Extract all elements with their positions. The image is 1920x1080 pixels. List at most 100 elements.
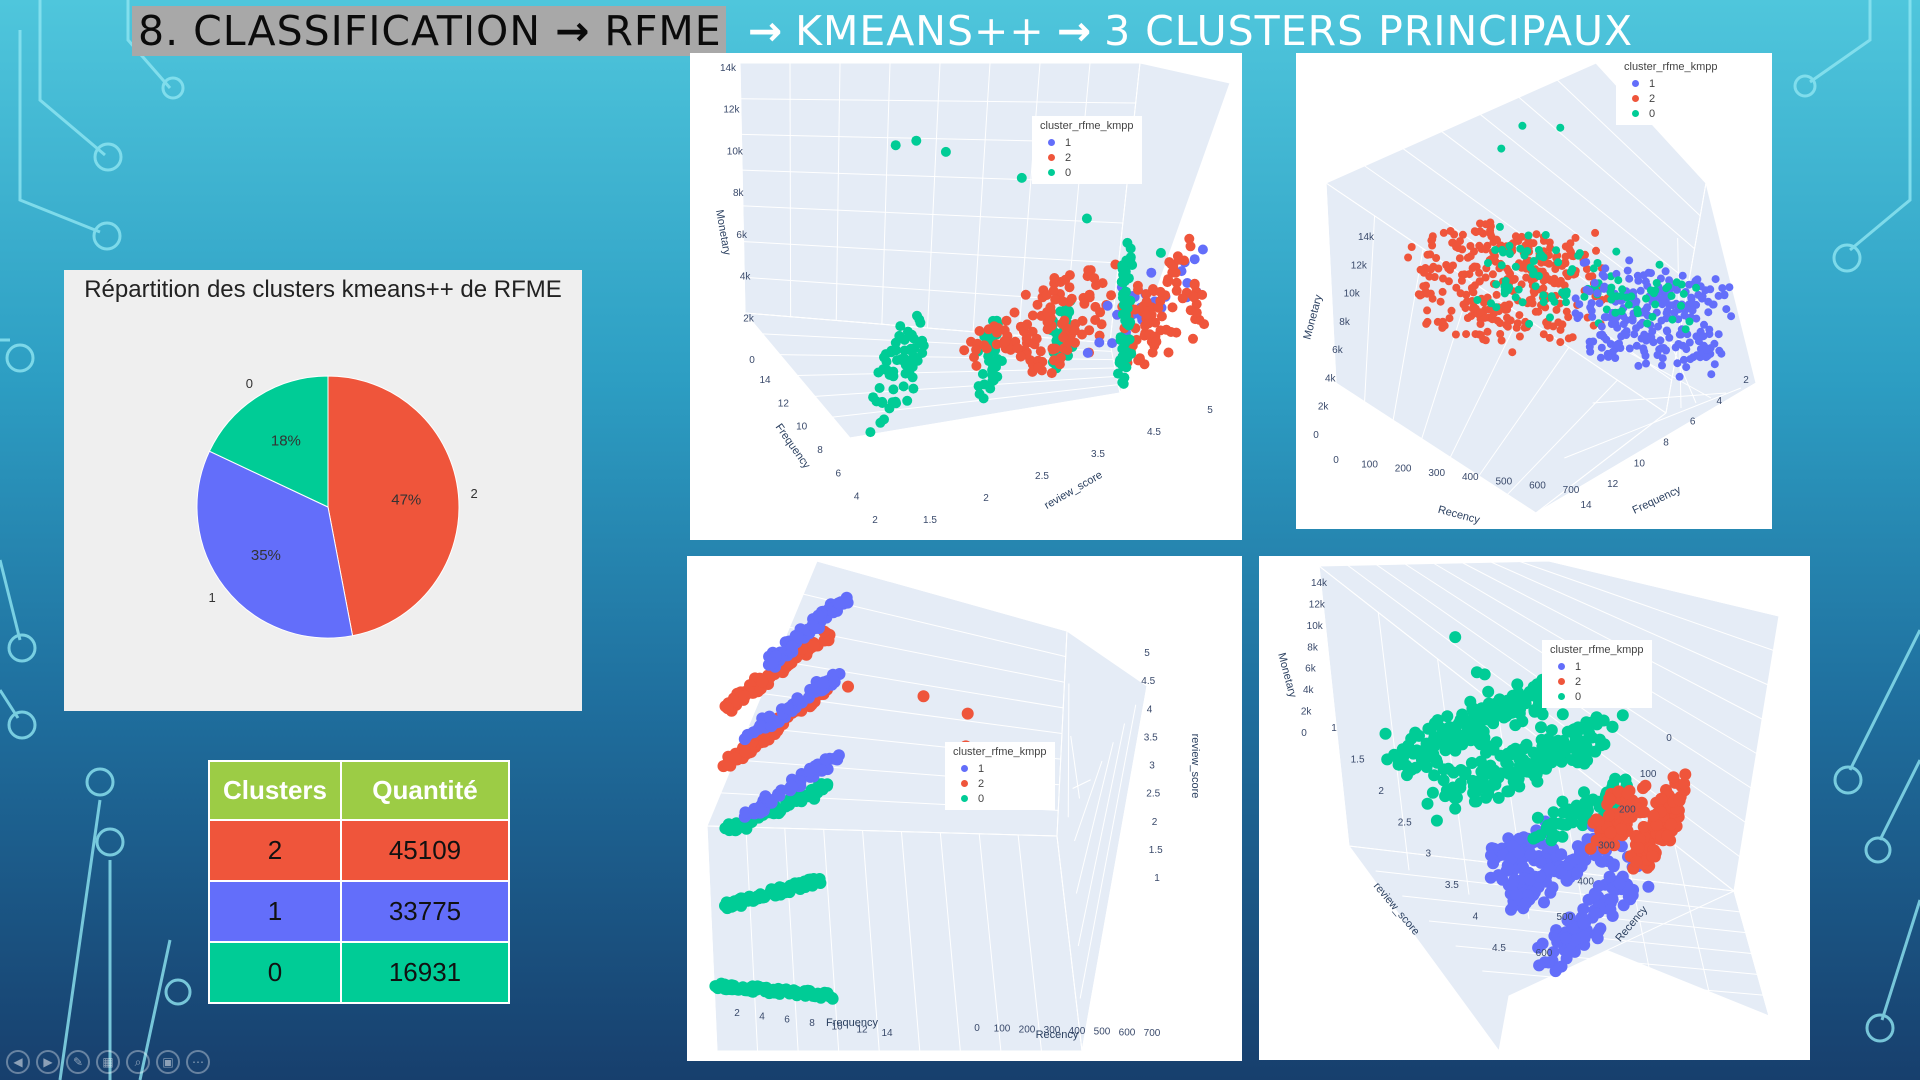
data-point bbox=[1611, 308, 1620, 317]
data-point bbox=[1557, 806, 1570, 819]
data-point bbox=[1445, 314, 1454, 323]
data-point bbox=[766, 657, 779, 669]
data-point bbox=[1497, 261, 1506, 270]
data-point bbox=[1709, 300, 1718, 309]
data-point bbox=[1510, 889, 1523, 901]
gridline bbox=[1377, 612, 1410, 871]
data-point bbox=[1032, 299, 1043, 310]
legend[interactable]: cluster_rfme_kmpp 1 2 0 bbox=[1616, 57, 1726, 125]
data-point bbox=[1516, 244, 1525, 253]
data-point bbox=[1649, 289, 1658, 298]
data-point bbox=[1673, 794, 1686, 807]
data-point bbox=[1470, 227, 1479, 236]
arrow-icon: → bbox=[555, 7, 591, 55]
data-point bbox=[1583, 729, 1596, 742]
zoom-icon[interactable]: ⌕ bbox=[126, 1050, 150, 1074]
gridline bbox=[1535, 412, 1667, 514]
data-point bbox=[1518, 121, 1527, 130]
data-point bbox=[1484, 259, 1492, 267]
legend-item[interactable]: 0 bbox=[1040, 165, 1134, 180]
next-icon[interactable]: ▶ bbox=[36, 1050, 60, 1074]
previous-icon[interactable]: ◀ bbox=[6, 1050, 30, 1074]
legend-item[interactable]: 1 bbox=[953, 761, 1047, 776]
gridline bbox=[744, 312, 1111, 344]
data-point bbox=[1473, 296, 1482, 304]
legend-item[interactable]: 0 bbox=[1550, 689, 1644, 704]
legend-item[interactable]: 1 bbox=[1040, 135, 1134, 150]
data-point bbox=[1446, 227, 1455, 235]
legend-item[interactable]: 2 bbox=[1624, 91, 1718, 106]
scatter3d-recency-frequency-monetary[interactable]: 0 100 200 300 400 500 600 700 Recency 14 12 10 8 6 4 2 F… bbox=[1296, 53, 1772, 529]
scatter3d-review-frequency-monetary[interactable]: 1.5 2 2.5 3.5 4.5 5 review_score 2 4 6 8 10 12 14 Freq… bbox=[690, 53, 1242, 540]
data-point bbox=[1611, 354, 1620, 362]
data-point bbox=[1588, 312, 1597, 321]
legend-item[interactable]: 0 bbox=[953, 791, 1047, 806]
gridline bbox=[832, 384, 1119, 418]
data-point bbox=[1688, 306, 1697, 315]
data-point bbox=[1592, 880, 1605, 892]
data-point bbox=[908, 383, 919, 394]
data-point bbox=[1481, 273, 1490, 282]
grid-icon[interactable]: ▦ bbox=[96, 1050, 120, 1074]
tick-label: 100 bbox=[1361, 459, 1378, 470]
data-point bbox=[1555, 755, 1568, 768]
data-point bbox=[1534, 870, 1547, 883]
video-icon[interactable]: ▣ bbox=[156, 1050, 180, 1074]
gridline bbox=[1592, 392, 1727, 404]
data-point bbox=[1592, 815, 1605, 827]
data-point bbox=[1544, 886, 1557, 899]
data-point bbox=[1095, 307, 1106, 318]
data-point bbox=[781, 702, 794, 715]
tick-label: 300 bbox=[1044, 1025, 1061, 1036]
data-point bbox=[1185, 241, 1196, 252]
legend-item[interactable]: 2 bbox=[1040, 150, 1134, 165]
data-point bbox=[1515, 332, 1524, 341]
legend-item[interactable]: 0 bbox=[1624, 106, 1718, 121]
scatter3d-frequency-recency-review[interactable]: 2 4 6 8 10 12 14 Frequency 0 100 200 300 400 500 600 70… bbox=[687, 556, 1242, 1061]
data-point bbox=[1407, 243, 1416, 251]
data-point bbox=[888, 384, 899, 395]
legend-item[interactable]: 2 bbox=[953, 776, 1047, 791]
tick-label: 2.5 bbox=[1398, 817, 1412, 828]
legend[interactable]: cluster_rfme_kmpp 1 2 0 bbox=[945, 742, 1055, 810]
data-point bbox=[1673, 359, 1682, 368]
legend-label: 1 bbox=[1065, 136, 1072, 149]
data-point bbox=[1532, 230, 1541, 239]
data-point bbox=[1133, 284, 1143, 295]
data-point bbox=[1439, 274, 1447, 283]
data-point bbox=[1000, 336, 1011, 347]
pen-icon[interactable]: ✎ bbox=[66, 1050, 90, 1074]
data-point bbox=[821, 779, 834, 792]
scatter3d-review-recency-monetary[interactable]: 1 1.5 2 2.5 3 3.5 4 4.5 review_score 0 100 200 300 40… bbox=[1259, 556, 1810, 1060]
legend-marker bbox=[1048, 139, 1055, 146]
data-point bbox=[1409, 761, 1422, 774]
legend-item[interactable]: 1 bbox=[1624, 76, 1718, 91]
data-point bbox=[961, 707, 974, 720]
data-point bbox=[1421, 797, 1434, 810]
legend-label: 1 bbox=[978, 762, 985, 775]
data-point bbox=[1505, 748, 1518, 761]
data-point bbox=[1506, 878, 1519, 891]
gridline bbox=[1491, 561, 1768, 686]
pie-title: Répartition des clusters kmeans++ de RFM… bbox=[84, 276, 562, 303]
data-point bbox=[1607, 320, 1616, 328]
data-point bbox=[1552, 734, 1565, 747]
data-point bbox=[747, 985, 759, 998]
data-point bbox=[1102, 300, 1113, 311]
legend[interactable]: cluster_rfme_kmpp 1 2 0 bbox=[1032, 116, 1142, 184]
legend[interactable]: cluster_rfme_kmpp 1 2 0 bbox=[1542, 640, 1652, 708]
data-point bbox=[1632, 842, 1645, 854]
data-point bbox=[1081, 213, 1092, 224]
legend-item[interactable]: 2 bbox=[1550, 674, 1644, 689]
data-point bbox=[1055, 352, 1066, 363]
legend-item[interactable]: 1 bbox=[1550, 659, 1644, 674]
data-point bbox=[1513, 319, 1522, 328]
table-cell: 2 bbox=[208, 819, 342, 882]
tick-label: 8 bbox=[1663, 438, 1669, 449]
data-point bbox=[1437, 763, 1450, 776]
arrow-icon: → bbox=[1056, 7, 1093, 55]
data-point bbox=[1667, 291, 1676, 300]
data-point bbox=[827, 606, 840, 619]
more-icon[interactable]: ⋯ bbox=[186, 1050, 210, 1074]
data-point bbox=[1463, 314, 1472, 322]
